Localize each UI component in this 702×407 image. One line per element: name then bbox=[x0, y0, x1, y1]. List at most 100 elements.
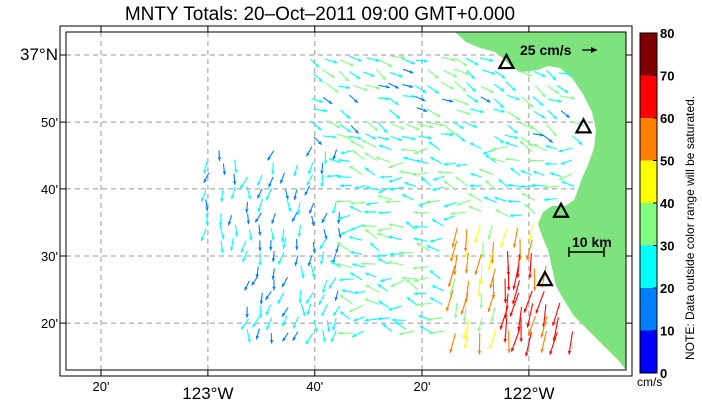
current-vector bbox=[313, 319, 318, 333]
current-vector bbox=[349, 55, 363, 62]
current-vector bbox=[526, 303, 534, 328]
current-vector bbox=[365, 186, 380, 191]
current-vector bbox=[561, 181, 575, 187]
current-vector bbox=[245, 306, 249, 318]
current-vector bbox=[239, 176, 249, 189]
current-vector bbox=[312, 242, 316, 254]
current-vector bbox=[440, 81, 455, 90]
current-vector bbox=[509, 292, 520, 317]
current-vector bbox=[313, 73, 323, 83]
current-vector bbox=[265, 304, 272, 316]
current-vector bbox=[406, 296, 417, 306]
current-vector bbox=[413, 147, 429, 155]
current-vector bbox=[265, 290, 272, 301]
colorbar: 0 10 20 30 40 50 60 70 80 bbox=[639, 26, 674, 381]
current-vector bbox=[258, 224, 262, 236]
current-vector bbox=[258, 240, 262, 252]
current-vector bbox=[296, 202, 301, 215]
current-vector bbox=[558, 173, 573, 181]
current-vector bbox=[545, 162, 557, 166]
current-vector bbox=[532, 170, 545, 176]
current-vector bbox=[282, 332, 289, 342]
current-vector bbox=[377, 195, 393, 201]
current-vector bbox=[512, 228, 519, 248]
current-vector bbox=[388, 161, 404, 169]
current-vector bbox=[339, 294, 353, 305]
current-vector bbox=[336, 242, 350, 252]
current-vector bbox=[546, 69, 557, 81]
current-vector bbox=[507, 183, 521, 188]
current-vector bbox=[230, 186, 236, 200]
current-vector bbox=[534, 85, 546, 98]
current-vector bbox=[540, 330, 547, 353]
current-vector bbox=[339, 59, 355, 67]
current-vector bbox=[306, 174, 313, 186]
current-vector bbox=[294, 255, 299, 266]
current-vector bbox=[523, 203, 536, 215]
current-vector bbox=[420, 176, 432, 187]
current-vector bbox=[375, 156, 391, 163]
current-vector bbox=[376, 232, 392, 240]
current-vector bbox=[313, 108, 328, 113]
current-vector bbox=[518, 121, 534, 130]
current-vector bbox=[507, 199, 521, 204]
current-vector bbox=[388, 235, 403, 241]
current-vector bbox=[469, 142, 482, 150]
current-vector bbox=[390, 123, 405, 130]
current-vector bbox=[426, 317, 443, 322]
current-vector bbox=[453, 254, 458, 276]
current-vector bbox=[281, 276, 289, 288]
current-vector bbox=[300, 265, 305, 279]
current-vector bbox=[479, 293, 483, 309]
current-vector bbox=[382, 323, 393, 333]
current-vector bbox=[494, 196, 507, 202]
current-vector bbox=[470, 172, 482, 178]
current-vector bbox=[220, 190, 224, 203]
current-vector bbox=[277, 292, 285, 305]
current-vector bbox=[326, 174, 341, 178]
current-vector bbox=[547, 110, 558, 120]
current-vector bbox=[388, 176, 403, 183]
current-vector bbox=[398, 250, 415, 255]
current-vector bbox=[509, 213, 523, 218]
current-vector bbox=[450, 240, 458, 262]
current-vector bbox=[477, 332, 482, 355]
current-vector bbox=[336, 133, 352, 140]
current-vector bbox=[533, 133, 545, 137]
colorbar-segment bbox=[640, 330, 657, 373]
current-vector bbox=[279, 172, 285, 184]
current-vector bbox=[490, 241, 495, 264]
current-vector bbox=[306, 303, 312, 316]
current-vector bbox=[377, 317, 391, 321]
current-vector bbox=[429, 122, 444, 127]
current-vector bbox=[203, 161, 208, 174]
current-vector bbox=[364, 318, 379, 322]
current-vector bbox=[233, 159, 238, 174]
current-vector bbox=[338, 278, 354, 282]
current-vector bbox=[412, 172, 429, 177]
current-vector bbox=[388, 82, 400, 89]
current-vector bbox=[378, 84, 390, 89]
current-vector bbox=[254, 212, 262, 223]
current-vector bbox=[495, 209, 509, 217]
current-vector bbox=[365, 202, 379, 206]
current-vector bbox=[441, 98, 454, 103]
current-vector bbox=[350, 201, 366, 206]
current-vector bbox=[560, 110, 571, 119]
current-vector bbox=[510, 167, 521, 176]
current-vector bbox=[431, 285, 444, 292]
current-vector bbox=[349, 250, 363, 255]
current-vector bbox=[348, 305, 364, 313]
current-vector bbox=[521, 96, 534, 108]
current-vector bbox=[512, 280, 521, 305]
current-vector bbox=[322, 135, 337, 139]
current-vector bbox=[324, 58, 338, 64]
lon-tick-label: 122°W bbox=[503, 384, 554, 403]
current-vector bbox=[269, 240, 273, 251]
current-vector bbox=[489, 330, 497, 350]
current-vector bbox=[308, 202, 315, 214]
current-vector bbox=[200, 189, 207, 202]
current-vector bbox=[330, 330, 337, 343]
current-vector bbox=[402, 84, 414, 88]
current-vector bbox=[429, 237, 443, 243]
